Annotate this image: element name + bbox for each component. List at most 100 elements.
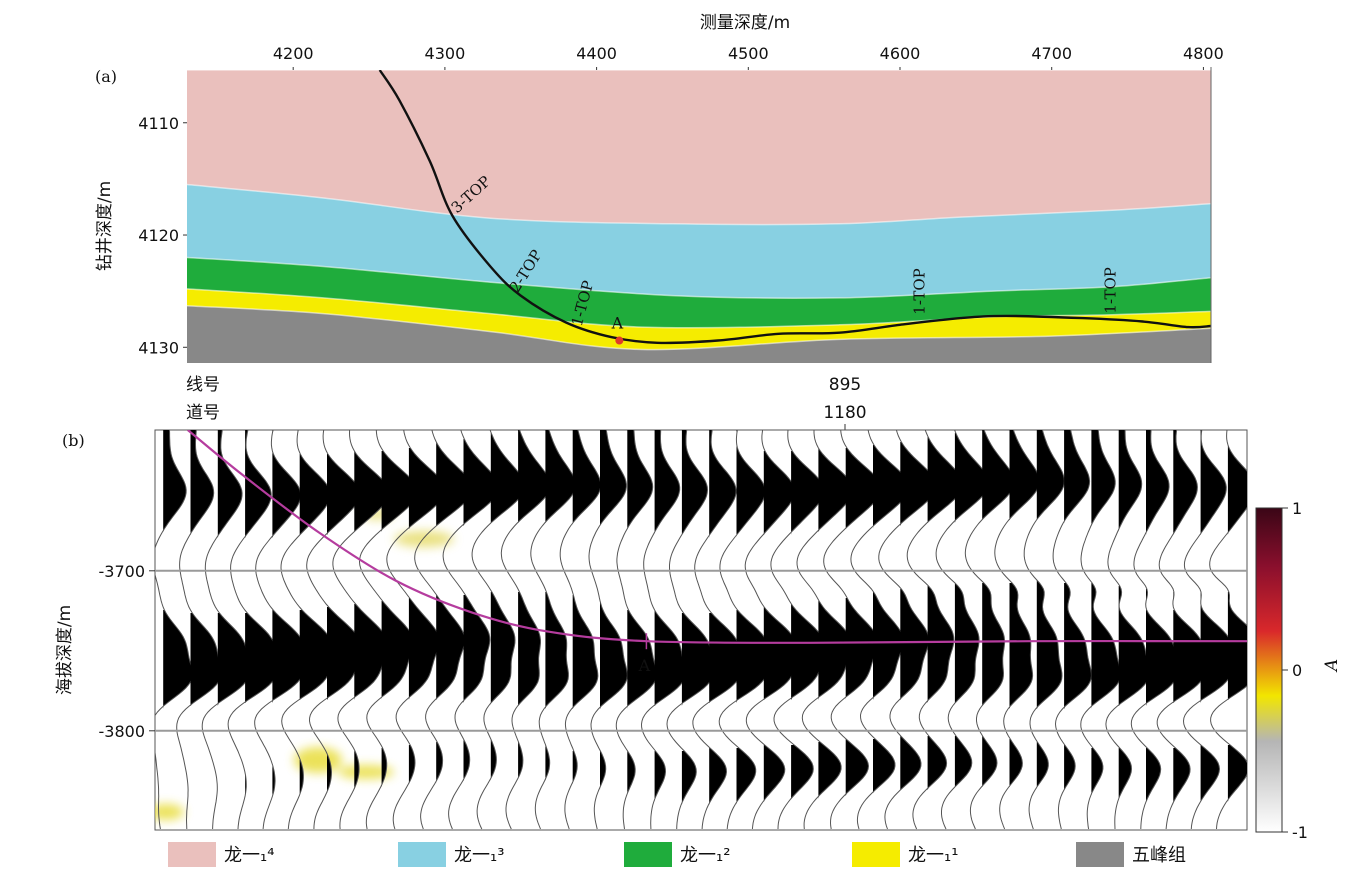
trace-number-value: 1180 bbox=[823, 403, 866, 423]
trace-wiggle bbox=[176, 430, 222, 830]
top-annotation: 1-TOP bbox=[910, 268, 928, 314]
colorbar-tick-label: 1 bbox=[1292, 499, 1302, 518]
trace-fill bbox=[190, 430, 222, 706]
well-path bbox=[187, 430, 1247, 644]
trace-wiggle bbox=[935, 430, 990, 830]
top-annotation: 1-TOP bbox=[1101, 267, 1119, 313]
colorbar: 1 0 -1 A bbox=[1255, 499, 1342, 842]
layer-boundary bbox=[187, 304, 1211, 351]
trace-wiggle bbox=[1052, 430, 1092, 830]
trace-fill bbox=[1118, 430, 1150, 799]
seismic-traces bbox=[155, 430, 1247, 830]
trace-wiggle bbox=[964, 430, 1015, 830]
trace-fill bbox=[163, 430, 193, 709]
trace-header: 线号 道号 895 1180 bbox=[186, 375, 867, 431]
trace-fill bbox=[1036, 430, 1065, 790]
attribute-blob bbox=[155, 804, 184, 820]
layer-boundary bbox=[187, 288, 1211, 329]
trace-fill bbox=[436, 442, 472, 784]
depth-gridlines bbox=[155, 569, 1247, 732]
x-tick-label: 4300 bbox=[425, 44, 466, 63]
legend-label: 龙一₁¹ bbox=[908, 845, 958, 866]
trace-wiggle bbox=[666, 430, 715, 830]
trace-fill bbox=[845, 448, 881, 796]
colorbar-tick-label: 0 bbox=[1292, 661, 1302, 680]
x-tick-label: 4200 bbox=[273, 44, 314, 63]
y-axis-ticks: -3700 -3800 bbox=[99, 562, 155, 741]
trace-wiggle bbox=[588, 430, 628, 830]
trace-fill bbox=[245, 430, 278, 796]
trace-wiggle bbox=[1156, 430, 1206, 830]
y-axis-title: 钻井深度/m bbox=[95, 181, 115, 271]
point-a-marker bbox=[615, 336, 624, 345]
trace-fill bbox=[627, 430, 657, 796]
x-axis-title: 测量深度/m bbox=[700, 13, 790, 33]
trace-fill bbox=[954, 433, 989, 787]
trace-wiggle bbox=[559, 430, 602, 830]
y-axis-ticks: 4110 4120 4130 bbox=[138, 114, 188, 357]
layer-五峰组 bbox=[187, 305, 1211, 363]
well-path bbox=[378, 70, 1211, 345]
legend-label: 五峰组 bbox=[1132, 845, 1186, 866]
trace-fill bbox=[518, 430, 550, 781]
panel-b: (b) A -3700 -3800 海拔深度/m bbox=[55, 429, 1248, 831]
trace-wiggle bbox=[1130, 430, 1179, 830]
trace-wiggle bbox=[1182, 430, 1234, 830]
colorbar-title: A bbox=[1322, 659, 1342, 673]
y-tick-label: -3800 bbox=[99, 722, 146, 741]
trace-fill bbox=[818, 448, 853, 799]
trace-fill bbox=[736, 430, 769, 805]
layer-boundary bbox=[187, 256, 1211, 299]
legend: 龙一₁⁴ 龙一₁³ 龙一₁² 龙一₁¹ 五峰组 bbox=[168, 842, 1186, 867]
colorbar-tick-label: -1 bbox=[1292, 823, 1308, 842]
layer-boundary bbox=[187, 183, 1211, 226]
trace-wiggle bbox=[692, 430, 742, 830]
trace-fill bbox=[299, 454, 333, 796]
legend-label: 龙一₁² bbox=[680, 845, 730, 866]
x-tick-label: 4600 bbox=[880, 44, 921, 63]
trace-fill bbox=[1091, 430, 1121, 796]
trace-wiggle bbox=[1105, 430, 1150, 830]
trace-fill bbox=[545, 430, 576, 781]
y-tick-label: 4130 bbox=[138, 338, 179, 357]
y-tick-label: -3700 bbox=[99, 562, 146, 581]
trace-fill bbox=[791, 451, 825, 799]
trace-wiggle bbox=[1023, 430, 1065, 830]
trace-wiggle bbox=[530, 430, 576, 830]
trace-fill bbox=[982, 430, 1015, 787]
trace-wiggle bbox=[640, 430, 686, 830]
trace-fill bbox=[1009, 430, 1040, 787]
panel-a-label: (a) bbox=[95, 67, 117, 86]
attribute-blob bbox=[338, 765, 394, 779]
x-tick-label: 4400 bbox=[576, 44, 617, 63]
trace-fill bbox=[327, 454, 360, 793]
trace-fill bbox=[1064, 430, 1092, 790]
colorbar-ticks: 1 0 -1 bbox=[1282, 499, 1308, 842]
trace-number-label: 道号 bbox=[186, 403, 220, 423]
trace-wiggle bbox=[615, 430, 658, 830]
trace-fill bbox=[572, 430, 601, 784]
trace-wiggle bbox=[201, 430, 250, 830]
legend-swatch bbox=[1076, 842, 1124, 867]
legend-swatch bbox=[624, 842, 672, 867]
trace-fill bbox=[763, 451, 797, 802]
legend-label: 龙一₁³ bbox=[454, 845, 504, 866]
panel-a: (a) 测量深度/m 4200 4300 4400 4500 4600 4700 4800 … bbox=[95, 13, 1224, 363]
trace-fill bbox=[600, 430, 628, 790]
attribute-blob bbox=[394, 531, 454, 547]
line-number-value: 895 bbox=[829, 375, 861, 395]
x-tick-label: 4800 bbox=[1183, 44, 1224, 63]
x-tick-label: 4700 bbox=[1031, 44, 1072, 63]
y-axis-title: 海拔深度/m bbox=[55, 605, 75, 695]
legend-swatch bbox=[852, 842, 900, 867]
trace-fill bbox=[681, 430, 714, 805]
formation-layers bbox=[187, 70, 1211, 363]
line-number-label: 线号 bbox=[186, 375, 220, 395]
y-tick-label: 4120 bbox=[138, 226, 179, 245]
legend-label: 龙一₁⁴ bbox=[224, 845, 274, 866]
trace-wiggle bbox=[994, 430, 1040, 830]
panel-b-label: (b) bbox=[62, 431, 85, 450]
y-tick-label: 4110 bbox=[138, 114, 179, 133]
x-axis-ticks: 4200 4300 4400 4500 4600 4700 4800 bbox=[273, 44, 1224, 72]
